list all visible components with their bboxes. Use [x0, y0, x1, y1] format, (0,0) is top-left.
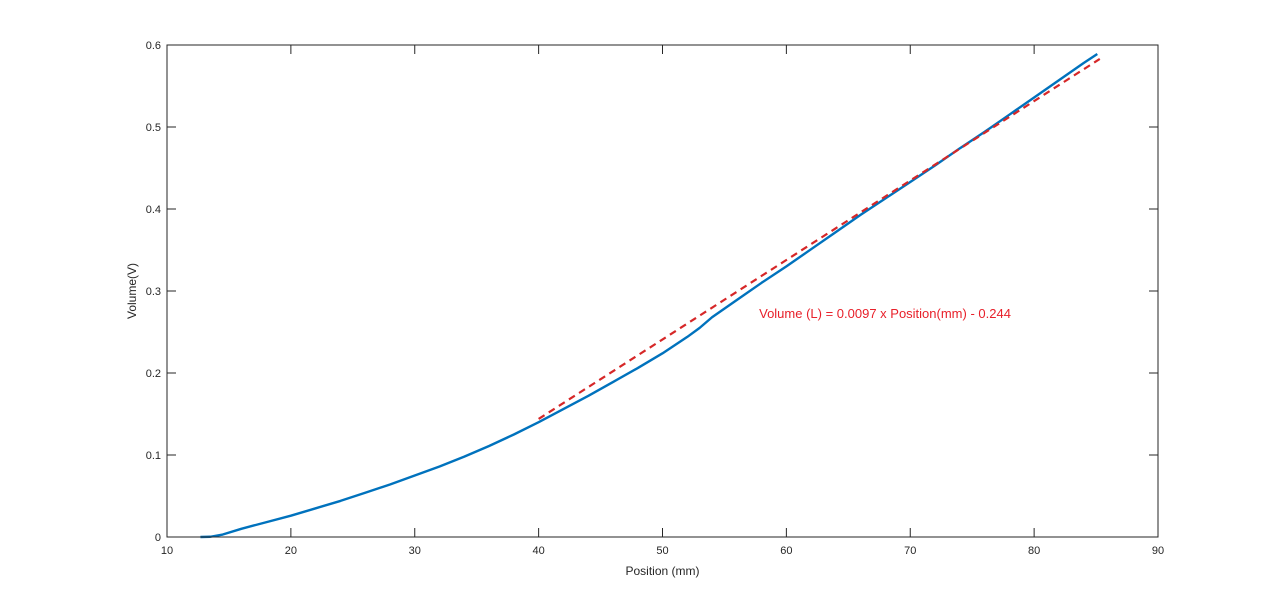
y-tick-label: 0.3	[146, 286, 161, 298]
y-tick-label: 0.5	[146, 122, 161, 134]
x-tick-label: 10	[161, 545, 173, 557]
x-tick-label: 60	[780, 545, 792, 557]
y-tick-label: 0.2	[146, 368, 161, 380]
y-tick-label: 0	[155, 532, 161, 544]
y-tick-label: 0.6	[146, 40, 161, 52]
plot-area	[167, 45, 1158, 537]
x-tick-label: 20	[285, 545, 297, 557]
ticks-layer: 10 20 30 40 50 60 70 80 90 0 0.1 0.2 0.3 0.4 0.5 0.6	[146, 40, 1164, 557]
y-axis-label: Volume(V)	[125, 263, 139, 319]
x-axis-label: Position (mm)	[625, 564, 699, 578]
x-tick-label: 30	[409, 545, 421, 557]
y-tick-label: 0.4	[146, 204, 161, 216]
y-tick-label: 0.1	[146, 450, 161, 462]
x-tick-label: 50	[656, 545, 668, 557]
x-tick-label: 40	[533, 545, 545, 557]
x-tick-label: 80	[1028, 545, 1040, 557]
fit-line-series	[538, 58, 1101, 420]
regression-equation-annotation: Volume (L) = 0.0097 x Position(mm) - 0.2…	[759, 306, 1011, 321]
series-layer	[200, 53, 1101, 539]
x-tick-label: 90	[1152, 545, 1164, 557]
x-tick-label: 70	[904, 545, 916, 557]
